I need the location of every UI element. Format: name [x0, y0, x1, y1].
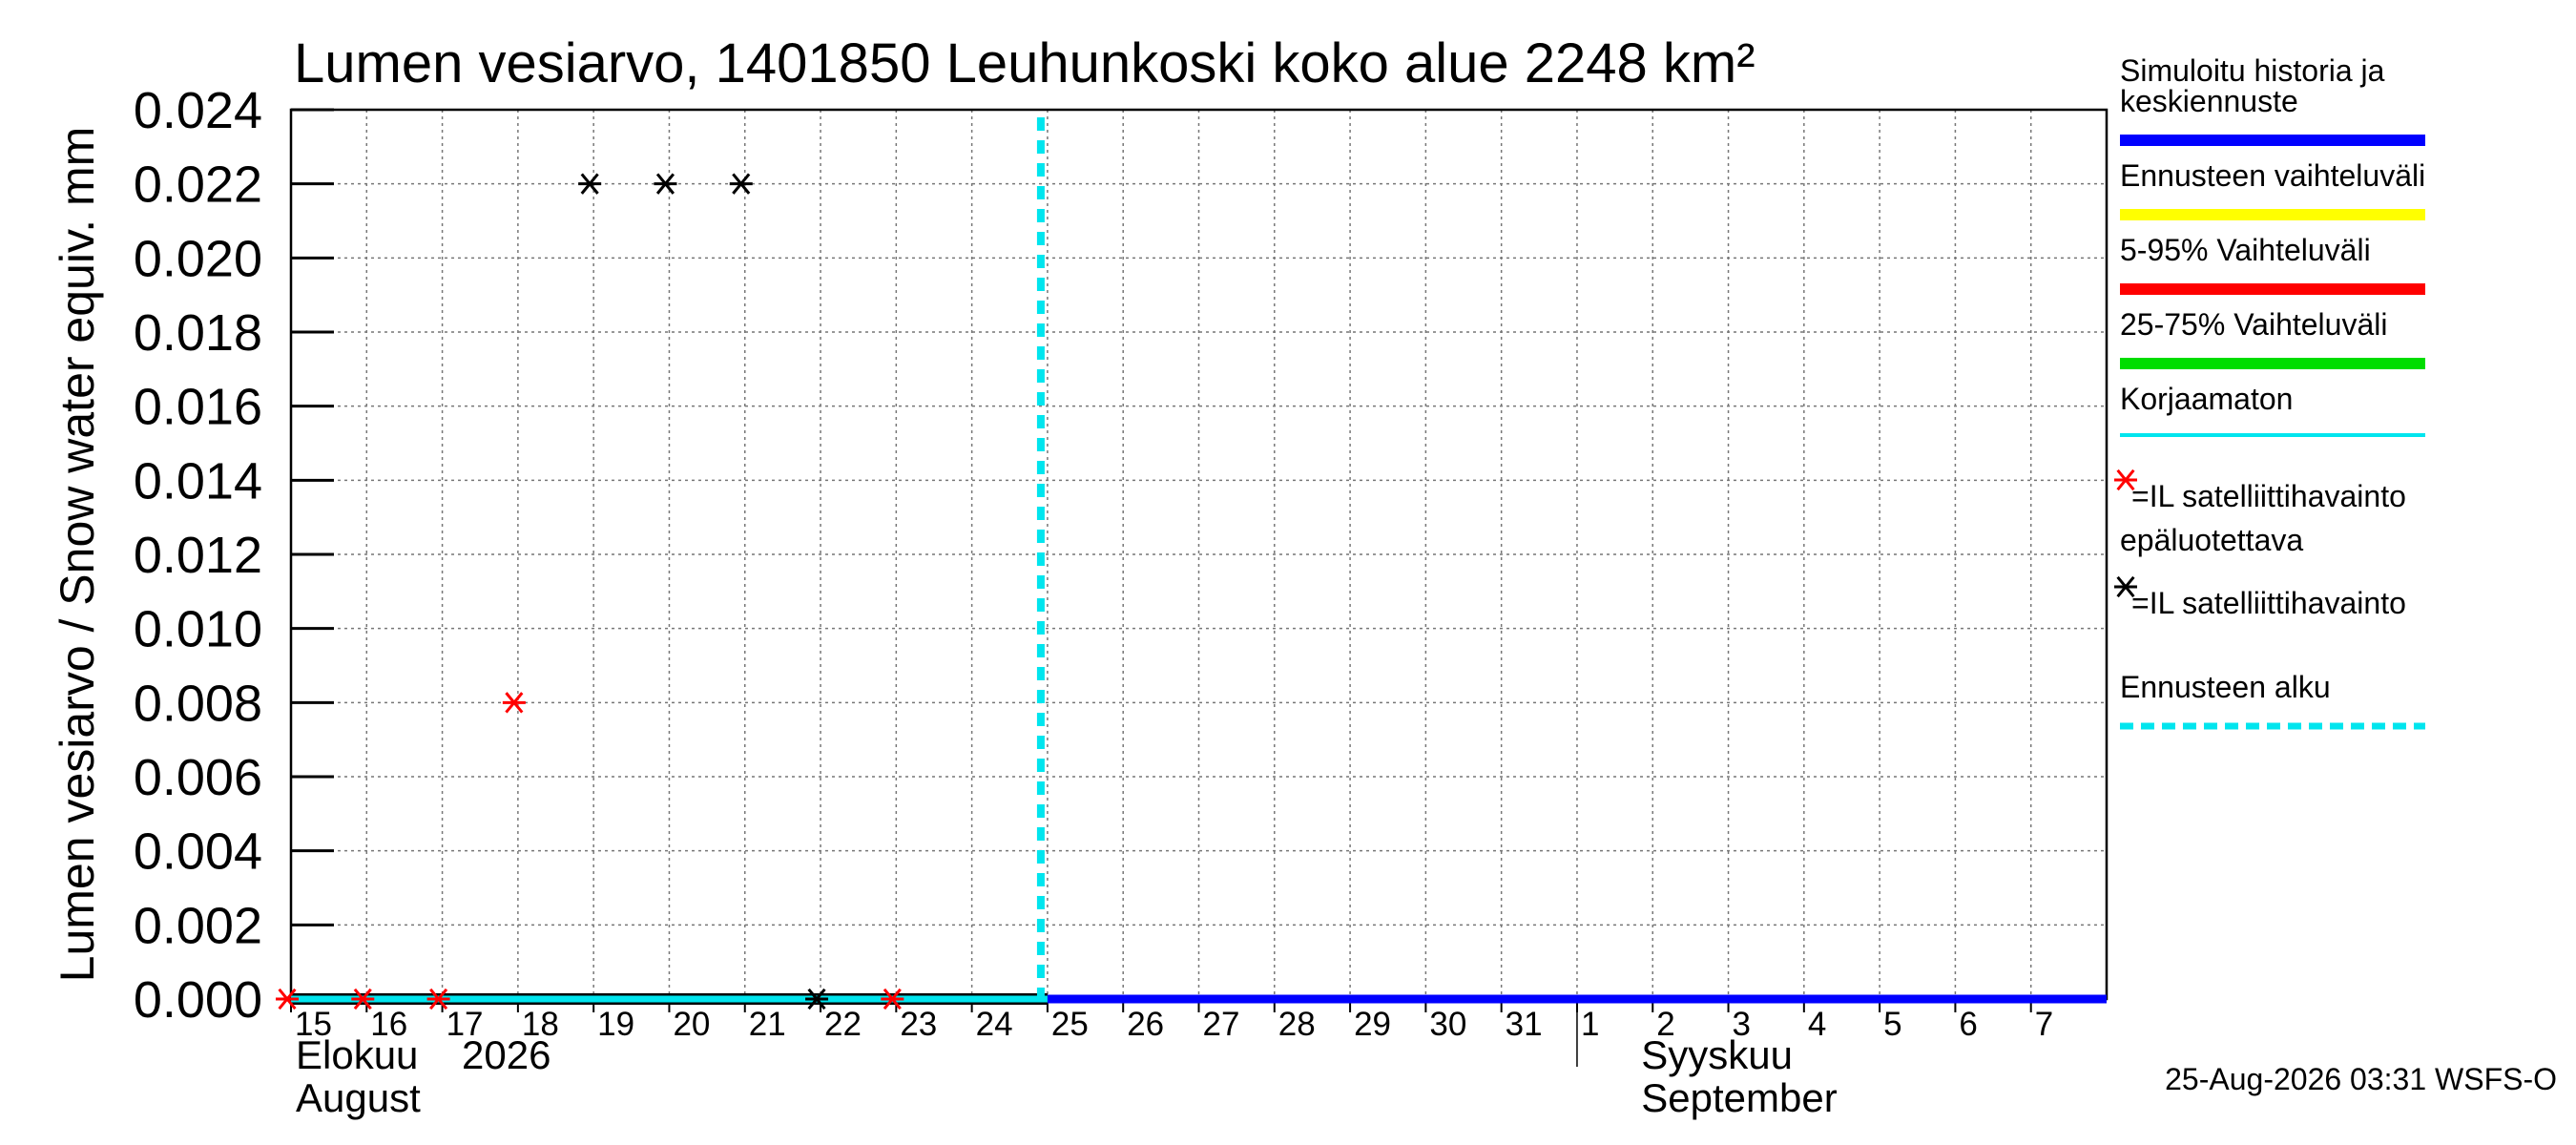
x-tick-label: 20 — [673, 1006, 710, 1043]
chart-grid — [291, 109, 2107, 1000]
month-label-en: September — [1641, 1075, 1837, 1120]
star-stroke — [505, 692, 524, 714]
x-tick-label: 21 — [749, 1006, 786, 1043]
x-tick-label: 5 — [1883, 1006, 1901, 1043]
x-tick-label: 17 — [447, 1006, 484, 1043]
y-tick-label: 0.004 — [134, 823, 262, 881]
star-stroke — [278, 988, 297, 1010]
star-stroke — [883, 988, 902, 1010]
chart-title: Lumen vesiarvo, 1401850 Leuhunkoski koko… — [294, 32, 1755, 94]
legend-label: keskiennuste — [2120, 84, 2298, 118]
observation-red — [351, 988, 375, 1010]
x-tick-label: 28 — [1278, 1006, 1316, 1043]
y-axis-ticks: 0.000 0.002 0.004 0.006 0.008 0.010 0.012 0.014… — [134, 82, 334, 1029]
x-tick-label: 6 — [1959, 1006, 1977, 1043]
y-axis-label: Lumen vesiarvo / Snow water equiv. mm — [51, 127, 104, 983]
observation-black — [578, 173, 602, 195]
month-label-fi: Elokuu — [296, 1032, 418, 1077]
star-stroke — [732, 173, 751, 195]
legend-label: 25-75% Vaihteluväli — [2120, 307, 2387, 342]
legend-label: =IL satelliittihavainto — [2131, 586, 2406, 620]
x-tick-label: 23 — [900, 1006, 937, 1043]
legend-label: =IL satelliittihavainto — [2131, 479, 2406, 513]
star-stroke — [429, 988, 448, 1010]
y-tick-label: 0.012 — [134, 527, 262, 584]
y-tick-label: 0.024 — [134, 82, 262, 139]
x-tick-label: 15 — [295, 1006, 332, 1043]
x-tick-label: 24 — [976, 1006, 1013, 1043]
x-tick-label: 30 — [1429, 1006, 1466, 1043]
x-tick-label: 1 — [1581, 1006, 1599, 1043]
legend-star — [2114, 575, 2137, 598]
x-tick-label: 19 — [597, 1006, 634, 1043]
observation-black — [654, 173, 677, 195]
x-tick-label: 29 — [1354, 1006, 1391, 1043]
observation-red — [881, 988, 904, 1010]
observation-red — [426, 988, 450, 1010]
legend-label: Simuloitu historia ja — [2120, 53, 2385, 88]
star-stroke — [655, 173, 675, 195]
legend-label: 5-95% Vaihteluväli — [2120, 233, 2371, 267]
y-tick-label: 0.018 — [134, 304, 262, 362]
observation-black — [805, 988, 829, 1010]
x-tick-label: 31 — [1506, 1006, 1543, 1043]
y-tick-label: 0.000 — [134, 971, 262, 1029]
x-axis-ticks: 15 16 17 18 19 20 21 22 23 24 25 26 27 28 29 30 31 1 2 3 4 5 6… — [290, 999, 2053, 1043]
x-tick-label: 27 — [1203, 1006, 1240, 1043]
y-tick-label: 0.006 — [134, 749, 262, 806]
y-tick-label: 0.014 — [134, 452, 262, 510]
y-tick-label: 0.002 — [134, 897, 262, 954]
star-stroke — [2116, 468, 2135, 491]
y-tick-label: 0.022 — [134, 156, 262, 214]
x-tick-label: 18 — [522, 1006, 559, 1043]
legend-star — [2114, 468, 2137, 491]
x-tick-label: 22 — [824, 1006, 862, 1043]
month-label-fi: Syyskuu — [1641, 1032, 1793, 1077]
y-tick-label: 0.010 — [134, 601, 262, 658]
month-label-en: August — [296, 1075, 421, 1120]
x-tick-label: 7 — [2035, 1006, 2053, 1043]
x-tick-label: 2 — [1656, 1006, 1674, 1043]
x-tick-label: 3 — [1733, 1006, 1751, 1043]
y-tick-label: 0.020 — [134, 230, 262, 287]
x-tick-label: 26 — [1127, 1006, 1164, 1043]
x-tick-label: 25 — [1051, 1006, 1089, 1043]
observation-red — [276, 988, 299, 1010]
star-stroke — [353, 988, 372, 1010]
y-tick-label: 0.016 — [134, 379, 262, 436]
timestamp-label: 25-Aug-2026 03:31 WSFS-O — [2165, 1062, 2557, 1096]
y-tick-label: 0.008 — [134, 675, 262, 732]
legend-label: Ennusteen alku — [2120, 670, 2331, 704]
observation-black — [729, 173, 753, 195]
observation-red — [502, 692, 526, 714]
legend-label: Korjaamaton — [2120, 382, 2293, 416]
star-stroke — [807, 988, 826, 1010]
observation-markers — [276, 173, 2137, 1010]
star-stroke — [580, 173, 599, 195]
x-tick-label: 16 — [370, 1006, 407, 1043]
star-stroke — [2116, 575, 2135, 598]
legend-label: Ennusteen vaihteluväli — [2120, 158, 2425, 193]
x-tick-label: 4 — [1808, 1006, 1826, 1043]
legend-label: epäluotettava — [2120, 523, 2303, 557]
year-label: 2026 — [462, 1032, 551, 1077]
